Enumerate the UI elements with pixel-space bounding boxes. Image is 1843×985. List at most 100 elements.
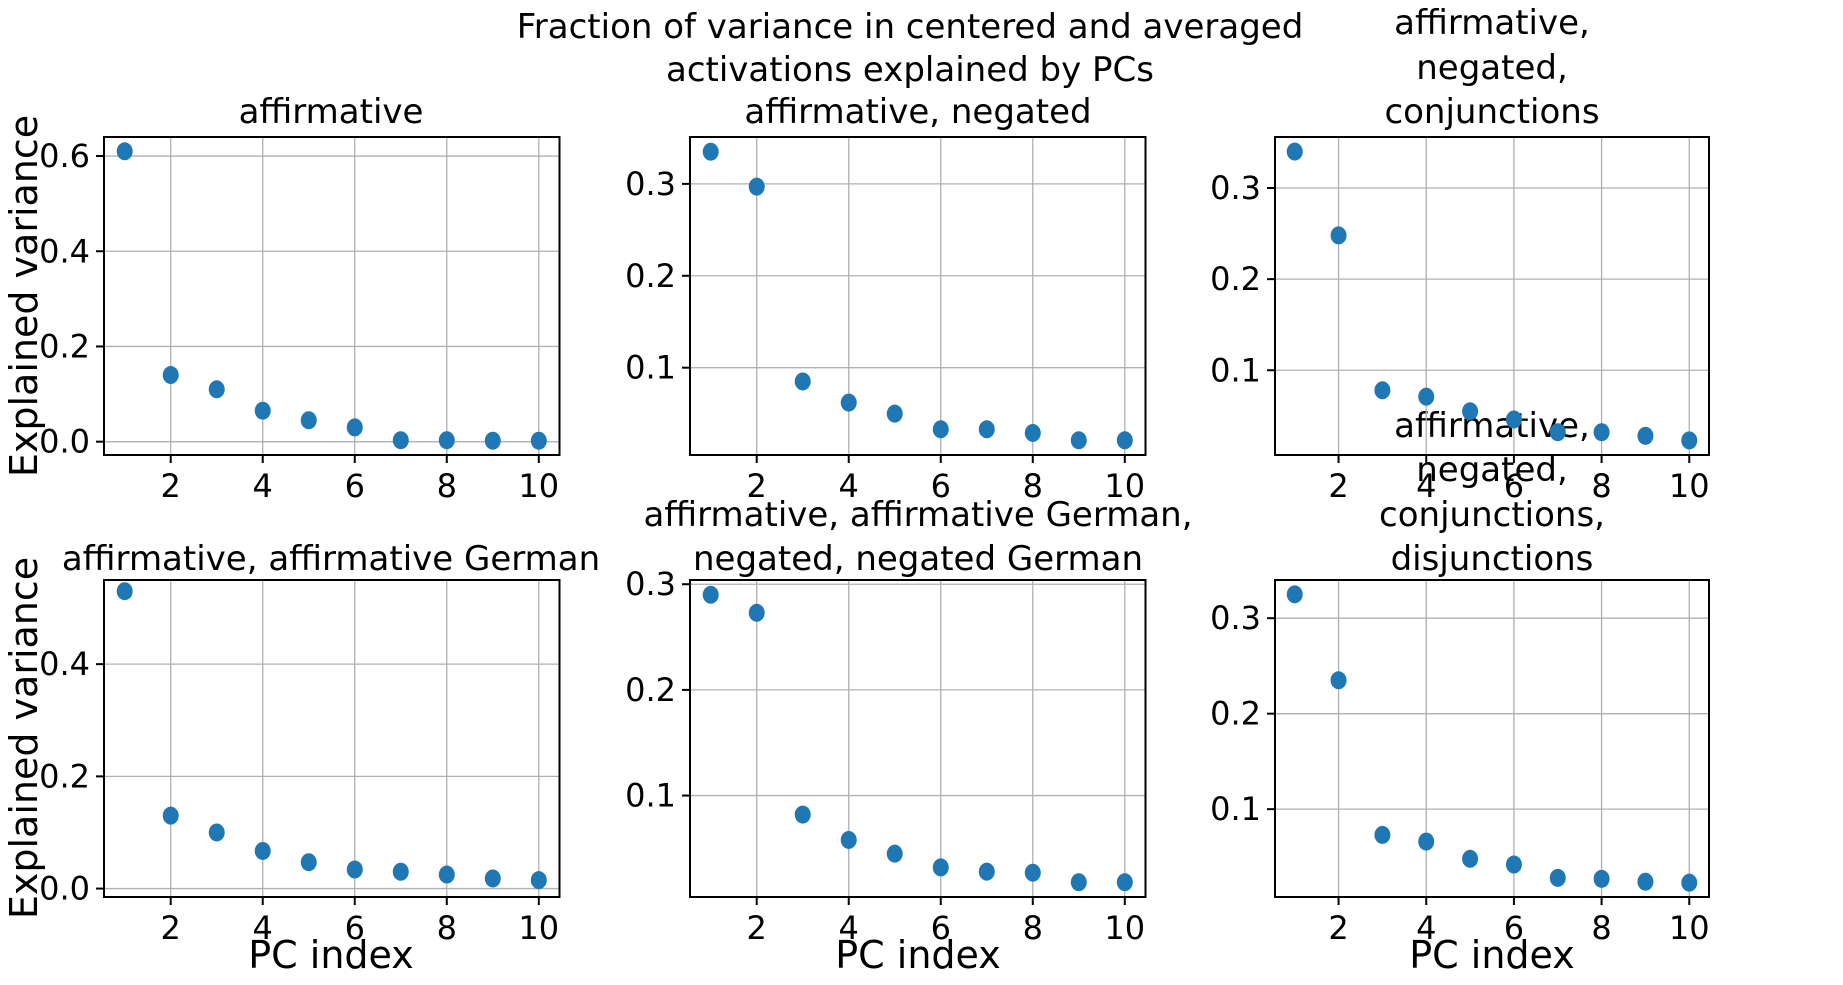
x-tick-label: 8: [436, 467, 456, 505]
data-point: [484, 431, 501, 450]
x-tick-label: 10: [1669, 467, 1710, 505]
plot-area-row2-col1: 2 4 6 8 10 0.0 0.2 0.4: [39, 579, 560, 947]
data-point: [346, 860, 363, 879]
data-point: [1330, 226, 1347, 245]
y-tick-label: 0.2: [39, 327, 90, 365]
x-tick-label: 10: [518, 467, 559, 505]
data-point: [1418, 387, 1435, 406]
subplot-title-affirmative-negated-conjunctions: affirmative, negated, conjunctions: [1384, 3, 1600, 132]
data-point: [346, 418, 363, 437]
data-point: [1505, 410, 1522, 429]
y-tick-label: 0.3: [625, 165, 676, 203]
data-point: [886, 844, 903, 863]
y-tick-label: 0.3: [1210, 169, 1261, 207]
data-point: [1462, 402, 1479, 421]
y-tick-label: 0.6: [39, 137, 90, 175]
y-tick-label: 0.2: [1210, 695, 1261, 733]
data-point: [978, 862, 995, 881]
data-point: [1116, 873, 1133, 892]
x-tick-label: 2: [1328, 909, 1348, 947]
x-tick-label: 2: [747, 909, 767, 947]
data-point: [840, 830, 857, 849]
data-point: [748, 177, 765, 196]
x-tick-label: 10: [1104, 909, 1145, 947]
data-point: [208, 823, 225, 842]
data-point: [702, 585, 719, 604]
data-point: [840, 393, 857, 412]
data-point: [1637, 872, 1654, 891]
x-tick-label: 2: [160, 467, 180, 505]
x-tick-label: 4: [839, 909, 859, 947]
data-point: [1330, 671, 1347, 690]
data-point: [254, 841, 271, 860]
y-tick-label: 0.0: [39, 423, 90, 461]
x-tick-label: 10: [1669, 909, 1710, 947]
plot-area-row1-col1: 2 4 6 8 10 0.0 0.2 0.4 0.6: [39, 136, 560, 505]
x-tick-label: 4: [839, 467, 859, 505]
data-point: [748, 603, 765, 622]
x-tick-label: 8: [1023, 909, 1043, 947]
x-tick-label: 6: [1504, 909, 1524, 947]
data-point: [1549, 868, 1566, 887]
data-point: [1116, 431, 1133, 450]
x-tick-label: 8: [1591, 909, 1611, 947]
plot-area-row1-col2: 2 4 6 8 10 0.1 0.2 0.3: [625, 136, 1147, 505]
data-point: [932, 858, 949, 877]
subplot-title-affirmative-german: affirmative, affirmative German: [61, 538, 601, 579]
data-point: [702, 142, 719, 161]
data-point: [1070, 873, 1087, 892]
data-point: [1286, 142, 1303, 161]
data-point: [116, 582, 133, 601]
x-axis-label-col3: PC index: [1409, 933, 1575, 977]
data-point: [794, 805, 811, 824]
y-tick-label: 0.2: [625, 257, 676, 295]
y-tick-label: 0.4: [39, 232, 90, 270]
data-point: [392, 862, 409, 881]
data-point: [162, 366, 179, 385]
x-axis-label-col2: PC index: [835, 933, 1001, 977]
y-tick-label: 0.1: [1210, 790, 1261, 828]
subplot-title-affirmative: affirmative: [238, 91, 424, 132]
data-point: [1024, 423, 1041, 442]
data-point: [978, 420, 995, 439]
y-tick-label: 0.3: [625, 565, 676, 603]
x-tick-label: 6: [344, 909, 364, 947]
subplot-title-affirmative-german-negated: affirmative, affirmative German, negated…: [643, 494, 1193, 579]
data-point: [438, 431, 455, 450]
axes-border: [689, 579, 1147, 898]
data-point: [1681, 873, 1698, 892]
data-point: [162, 806, 179, 825]
y-tick-label: 0.2: [625, 671, 676, 709]
plot-area-row2-col3: 2 4 6 8 10 0.1 0.2 0.3: [1210, 579, 1710, 947]
axes-border: [1274, 579, 1710, 898]
data-point: [1505, 855, 1522, 874]
y-tick-label: 0.1: [625, 777, 676, 815]
data-point: [932, 420, 949, 439]
data-point: [438, 865, 455, 884]
figure-title: Fraction of variance in centered and ave…: [516, 7, 1304, 90]
data-point: [1549, 423, 1566, 442]
data-point: [794, 372, 811, 391]
axes-border: [102, 136, 560, 456]
data-point: [1637, 426, 1654, 445]
data-point: [530, 871, 547, 890]
data-point: [1593, 869, 1610, 888]
plot-area-row1-col3: 2 4 6 8 10 0.1 0.2 0.3: [1210, 136, 1710, 505]
x-tick-label: 4: [1416, 909, 1436, 947]
y-tick-label: 0.1: [625, 349, 676, 387]
x-tick-label: 4: [252, 467, 272, 505]
y-tick-label: 0.2: [39, 757, 90, 795]
data-point: [300, 411, 317, 430]
x-tick-label: 8: [1023, 467, 1043, 505]
x-tick-label: 2: [160, 909, 180, 947]
x-tick-label: 6: [931, 909, 951, 947]
axes-border: [102, 579, 560, 898]
axes-border: [1274, 136, 1710, 456]
data-point: [1024, 863, 1041, 882]
axes-border: [689, 136, 1147, 456]
y-tick-label: 0.3: [1210, 599, 1261, 637]
data-point: [484, 869, 501, 888]
x-tick-label: 6: [1504, 467, 1524, 505]
x-tick-label: 2: [1328, 467, 1348, 505]
